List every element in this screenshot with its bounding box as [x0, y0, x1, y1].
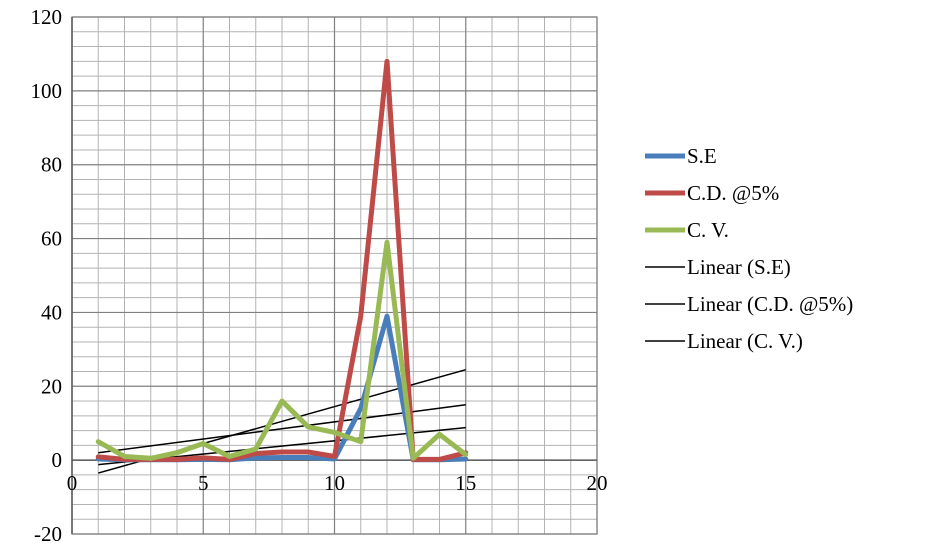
tick-labels: 0 5 10 15 20 -20 0 20 40 60 80 100 120: [31, 5, 608, 546]
x-tick-label: 5: [198, 471, 209, 495]
legend-label-2: C.D. @5%: [687, 181, 779, 205]
series-lines: [95, 58, 469, 463]
y-tick-label: 0: [52, 448, 63, 472]
legend-label-6: Linear (C. V.): [687, 329, 803, 353]
series-line-2: [95, 58, 469, 462]
y-tick-label: 20: [41, 374, 62, 398]
x-tick-label: 0: [67, 471, 78, 495]
x-tick-label: 20: [587, 471, 608, 495]
y-tick-label: 60: [41, 227, 62, 251]
legend: S.E C.D. @5% C. V. Linear (S.E) Linear (C.D.…: [645, 144, 853, 353]
legend-label-1: S.E: [687, 144, 717, 168]
legend-label-5: Linear (C.D. @5%): [687, 292, 853, 316]
legend-label-4: Linear (S.E): [687, 255, 791, 279]
y-tick-label: 80: [41, 153, 62, 177]
y-tick-label: 100: [31, 79, 63, 103]
y-tick-label: 40: [41, 300, 62, 324]
series-line-3: [95, 239, 469, 461]
x-tick-label: 15: [455, 471, 476, 495]
legend-label-3: C. V.: [687, 218, 729, 242]
y-tick-label: 120: [31, 5, 63, 29]
y-tick-label: -20: [34, 522, 62, 546]
x-tick-label: 10: [324, 471, 345, 495]
